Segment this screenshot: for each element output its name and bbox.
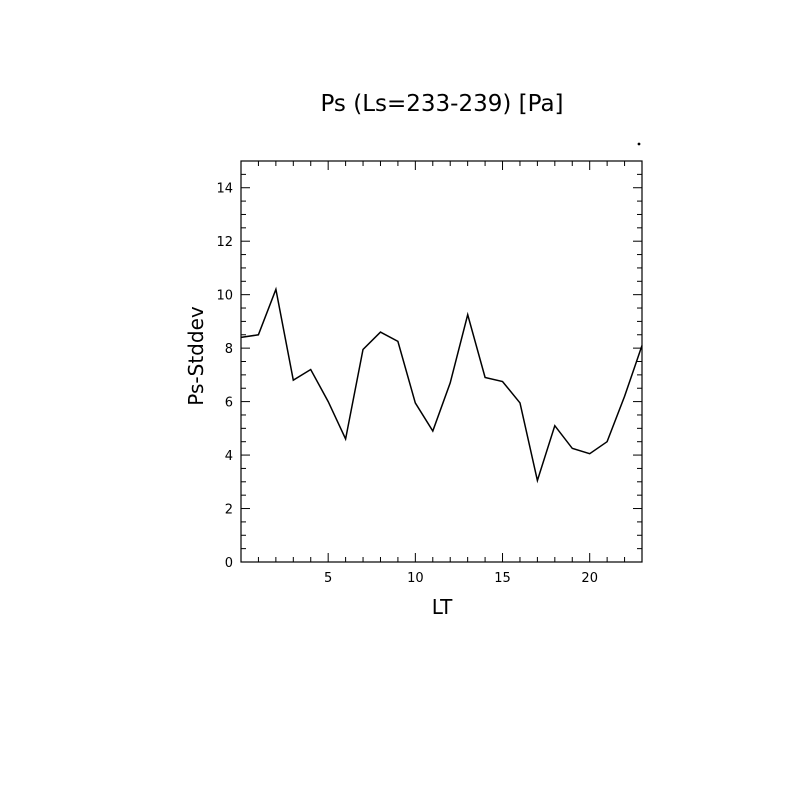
x-tick-label: 20 bbox=[581, 571, 598, 586]
x-tick-label: 15 bbox=[494, 571, 511, 586]
plot-frame bbox=[240, 160, 643, 563]
y-tick-label: 0 bbox=[225, 556, 233, 571]
x-axis-ticks bbox=[240, 161, 643, 562]
y-tick-label: 6 bbox=[225, 396, 233, 411]
x-axis-tick-labels: 5 10 15 20 bbox=[324, 571, 598, 586]
corner-dot bbox=[637, 142, 641, 146]
y-axis-ticks bbox=[241, 160, 642, 563]
y-tick-label: 2 bbox=[225, 503, 233, 518]
y-tick-label: 10 bbox=[216, 289, 233, 304]
y-tick-label: 8 bbox=[225, 342, 233, 357]
y-tick-label: 4 bbox=[225, 449, 233, 464]
series-line bbox=[240, 286, 643, 484]
y-axis-tick-labels: 0 2 4 6 8 10 12 14 bbox=[216, 182, 233, 571]
x-axis-label: LT bbox=[432, 595, 453, 619]
y-axis-label: Ps-Stddev bbox=[184, 306, 208, 406]
y-tick-label: 12 bbox=[216, 235, 233, 250]
x-tick-label: 10 bbox=[407, 571, 424, 586]
x-tick-label: 5 bbox=[324, 571, 332, 586]
chart-title: Ps (Ls=233-239) [Pa] bbox=[320, 91, 563, 117]
y-tick-label: 14 bbox=[216, 182, 233, 197]
